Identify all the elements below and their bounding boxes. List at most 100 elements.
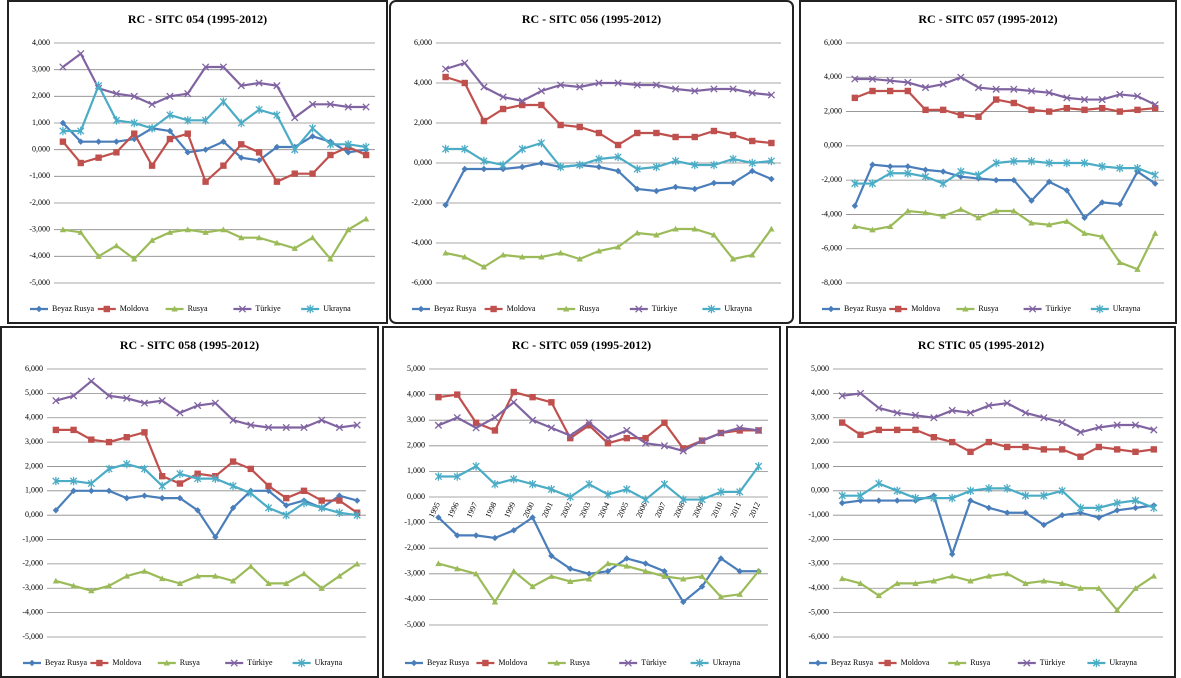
marker-diamond [472, 532, 480, 539]
marker-triangle [1081, 230, 1088, 236]
legend-label: Beyaz Rusya [434, 304, 476, 313]
marker-diamond [435, 514, 442, 521]
marker-square [548, 399, 555, 406]
marker-diamond [548, 552, 555, 560]
marker-star [985, 484, 993, 493]
marker-x [679, 447, 687, 455]
marker-x [247, 421, 255, 429]
y-tick-label: 5,000 [25, 388, 43, 397]
y-tick-label: 0,000 [414, 158, 432, 167]
legend-marker [962, 305, 969, 312]
marker-diamond [634, 185, 641, 193]
marker-triangle [985, 572, 993, 579]
marker-star [893, 486, 901, 496]
marker-triangle [291, 245, 298, 251]
legend-label: Beyaz Rusya [844, 304, 886, 313]
marker-diamond [585, 570, 593, 577]
legend-marker [1028, 305, 1037, 313]
legend-label: Ukrayna [323, 304, 351, 313]
marker-square [336, 497, 343, 504]
marker-diamond [105, 487, 113, 495]
y-tick-label: 1,000 [407, 466, 425, 475]
marker-x [604, 434, 612, 442]
marker-star [308, 124, 317, 133]
marker-square [318, 497, 325, 504]
marker-star [1045, 158, 1053, 168]
marker-star [528, 480, 537, 489]
marker-square [184, 130, 191, 137]
marker-triangle [623, 562, 630, 569]
marker-triangle [698, 573, 706, 579]
marker-triangle [442, 249, 449, 256]
marker-diamond [538, 159, 545, 167]
marker-triangle [318, 585, 325, 591]
marker-x [211, 399, 220, 407]
marker-triangle [52, 577, 60, 584]
marker-square [454, 391, 461, 398]
marker-triangle [538, 253, 545, 260]
marker-triangle [1132, 585, 1139, 591]
marker-star [691, 160, 699, 170]
marker-triangle [454, 565, 461, 572]
legend-marker [827, 305, 835, 313]
y-tick-label: -4,000 [22, 607, 43, 616]
series-line [62, 218, 367, 261]
marker-x [623, 426, 631, 435]
marker-triangle [220, 226, 227, 233]
marker-x [1131, 421, 1140, 429]
y-tick-label: 4,000 [824, 72, 842, 81]
marker-x [123, 394, 131, 402]
marker-star [1150, 503, 1158, 513]
marker-star [1113, 498, 1121, 508]
marker-square [1151, 104, 1159, 112]
marker-star [94, 81, 103, 90]
marker-star [992, 158, 1000, 168]
y-tick-label: 4,000 [811, 388, 829, 397]
legend-marker [884, 659, 891, 667]
legend-marker [306, 304, 314, 314]
marker-x [335, 423, 344, 432]
y-tick-label: -4,000 [411, 238, 432, 247]
marker-x [566, 431, 574, 440]
marker-triangle [519, 253, 526, 260]
marker-triangle [1113, 607, 1121, 613]
marker-square [1058, 446, 1066, 453]
marker-square [461, 79, 468, 87]
marker-square [985, 438, 993, 446]
marker-square [480, 117, 488, 125]
legend-marker [553, 659, 560, 666]
marker-square [229, 458, 237, 465]
marker-star [480, 156, 488, 166]
marker-square [729, 131, 737, 139]
marker-triangle [595, 247, 603, 254]
series-line [445, 141, 772, 171]
marker-triangle [194, 572, 201, 579]
legend-label: Moldova [112, 658, 141, 667]
marker-triangle [672, 225, 679, 232]
marker-diamond [729, 179, 737, 187]
marker-star [556, 162, 565, 172]
marker-square [52, 426, 60, 434]
marker-star [1116, 163, 1124, 173]
marker-x [528, 416, 537, 424]
marker-diamond [309, 133, 316, 140]
legend-label: Türkiye [1040, 658, 1066, 667]
marker-star [886, 169, 894, 178]
marker-square [614, 141, 622, 149]
marker-square [1028, 106, 1035, 114]
series-line [438, 400, 759, 453]
marker-x [652, 81, 661, 89]
marker-diamond [194, 507, 201, 514]
marker-triangle [557, 249, 564, 256]
marker-diamond [1028, 197, 1035, 204]
marker-star [566, 492, 574, 502]
marker-star [1076, 503, 1085, 513]
marker-triangle [614, 243, 622, 250]
marker-square [238, 141, 245, 148]
marker-triangle [948, 572, 956, 579]
marker-square [1132, 448, 1139, 456]
marker-square [265, 482, 272, 490]
legend-label: Moldova [901, 658, 930, 667]
marker-star [868, 179, 877, 188]
marker-x [851, 75, 859, 83]
